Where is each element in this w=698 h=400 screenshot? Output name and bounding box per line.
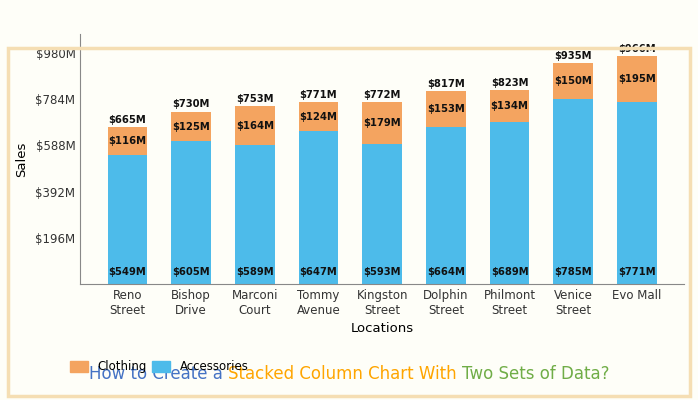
Y-axis label: Sales: Sales — [15, 141, 29, 177]
Text: $935M: $935M — [554, 51, 592, 61]
Bar — [617, 102, 657, 284]
Bar — [172, 112, 211, 141]
Text: $134M: $134M — [491, 101, 528, 111]
Bar — [235, 145, 274, 284]
Bar — [172, 141, 211, 284]
Text: $665M: $665M — [109, 115, 147, 125]
Bar — [426, 91, 466, 127]
Bar — [235, 106, 274, 145]
Text: How to Create a: How to Create a — [89, 365, 228, 383]
Bar — [554, 99, 593, 284]
Text: $753M: $753M — [236, 94, 274, 104]
Legend: Clothing, Accessories: Clothing, Accessories — [65, 356, 253, 378]
Text: $125M: $125M — [172, 122, 210, 132]
Text: $150M: $150M — [554, 76, 592, 86]
Text: $647M: $647M — [299, 267, 337, 277]
Bar — [107, 127, 147, 154]
Bar — [299, 102, 339, 132]
Text: $771M: $771M — [299, 90, 337, 100]
Text: $179M: $179M — [364, 118, 401, 128]
Text: $664M: $664M — [427, 267, 465, 277]
Bar — [107, 154, 147, 284]
Text: $823M: $823M — [491, 78, 528, 88]
Bar — [362, 144, 402, 284]
Bar — [554, 64, 593, 99]
Text: $605M: $605M — [172, 267, 210, 277]
Text: $966M: $966M — [618, 44, 655, 54]
Text: $195M: $195M — [618, 74, 655, 84]
Text: $164M: $164M — [236, 121, 274, 131]
Bar — [426, 127, 466, 284]
Text: $689M: $689M — [491, 267, 528, 277]
Bar — [617, 56, 657, 102]
Text: $549M: $549M — [109, 267, 147, 277]
Text: $771M: $771M — [618, 267, 655, 277]
Text: Stacked Column Chart With: Stacked Column Chart With — [228, 365, 462, 383]
Text: $817M: $817M — [427, 79, 465, 89]
Text: $785M: $785M — [554, 267, 592, 277]
Bar — [299, 132, 339, 284]
Text: $772M: $772M — [364, 90, 401, 100]
Text: $593M: $593M — [364, 267, 401, 277]
Text: $730M: $730M — [172, 100, 210, 110]
Bar — [490, 90, 529, 122]
Bar — [490, 122, 529, 284]
Text: $153M: $153M — [427, 104, 465, 114]
X-axis label: Locations: Locations — [350, 322, 414, 336]
Text: $116M: $116M — [108, 136, 147, 146]
Text: $589M: $589M — [236, 267, 274, 277]
Bar — [362, 102, 402, 144]
Text: $124M: $124M — [299, 112, 337, 122]
Text: Two Sets of Data?: Two Sets of Data? — [462, 365, 609, 383]
